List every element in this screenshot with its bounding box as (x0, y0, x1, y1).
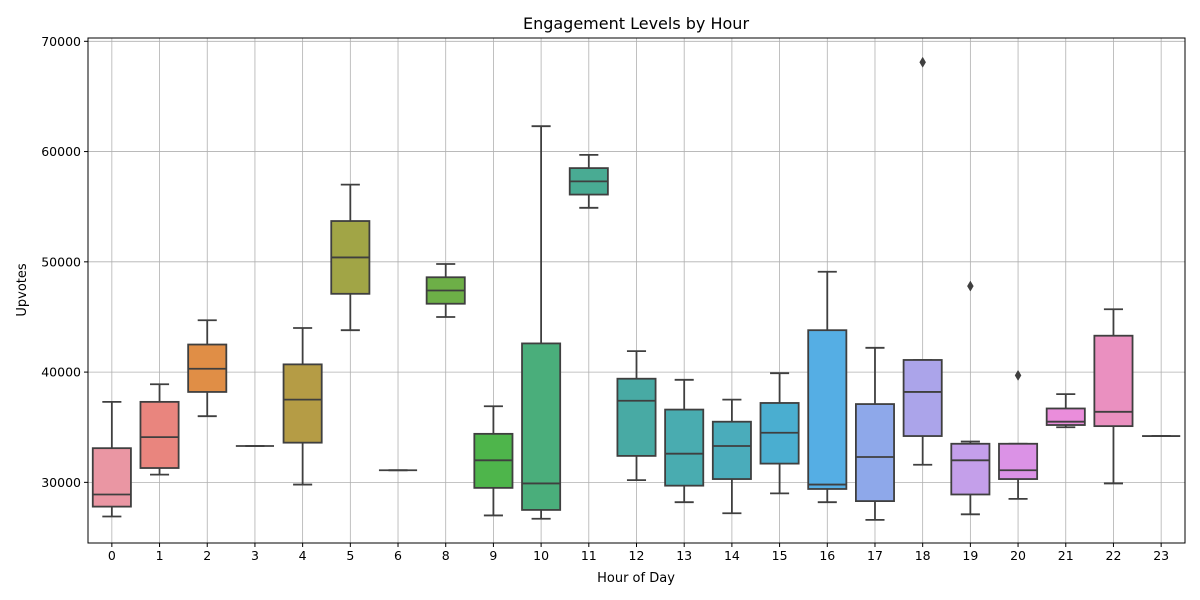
box-group (425, 263, 466, 318)
box-group (950, 280, 991, 516)
x-tick-label: 12 (629, 548, 645, 563)
box-group (998, 369, 1039, 500)
y-tick-label: 50000 (41, 254, 81, 269)
outlier-point (919, 56, 926, 68)
box-group (1045, 393, 1086, 429)
plot-frame (87, 37, 1186, 544)
x-tick-label: 20 (1010, 548, 1026, 563)
x-tick-label: 22 (1106, 548, 1122, 563)
box-iqr (950, 442, 991, 496)
x-tick-label: 21 (1058, 548, 1074, 563)
x-tick-label: 11 (581, 548, 597, 563)
outlier-point (967, 280, 974, 292)
x-tick-label: 10 (533, 548, 549, 563)
box-group (664, 378, 705, 504)
x-tick-label: 5 (346, 548, 354, 563)
x-tick-label: 14 (724, 548, 740, 563)
box-group (855, 346, 895, 521)
box-iqr (664, 408, 705, 487)
x-tick-label: 17 (867, 548, 883, 563)
box-group (568, 153, 609, 209)
x-tick-label: 16 (819, 548, 835, 563)
chart-title: Engagement Levels by Hour (523, 14, 749, 33)
box-iqr (902, 359, 943, 437)
box-group (282, 327, 323, 486)
box-iqr (807, 329, 848, 490)
y-tick-label: 60000 (41, 144, 81, 159)
x-tick-label: 13 (676, 548, 692, 563)
x-tick-label: 9 (489, 548, 497, 563)
x-tick-label: 1 (156, 548, 164, 563)
box-group (711, 398, 752, 515)
box-iqr (711, 420, 752, 480)
y-tick-label: 40000 (41, 365, 81, 380)
x-tick-label: 18 (915, 548, 931, 563)
box-group (759, 372, 800, 495)
box-iqr (998, 442, 1039, 480)
x-tick-label: 0 (108, 548, 116, 563)
box-iqr (521, 342, 562, 511)
x-tick-label: 8 (442, 548, 450, 563)
box-group (1093, 308, 1134, 485)
box-group (521, 125, 562, 520)
y-tick-label: 30000 (41, 475, 81, 490)
box-iqr (616, 377, 657, 457)
box-iqr (855, 403, 895, 503)
boxes-layer (91, 56, 1181, 521)
x-tick-label: 3 (251, 548, 259, 563)
box-group (807, 270, 848, 504)
x-axis-label: Hour of Day (597, 571, 675, 586)
box-group (187, 319, 228, 418)
box-iqr (91, 447, 132, 508)
box-group (616, 350, 657, 482)
x-tick-label: 15 (772, 548, 788, 563)
x-tick-label: 4 (299, 548, 307, 563)
outlier-point (1014, 369, 1022, 381)
ticks-layer: 0 1 2 3 4 5 6 8 9 10 11 12 13 14 15 16 17 18 19 20 21 22 23300… (41, 34, 1169, 563)
box-iqr (139, 400, 180, 469)
box-group (330, 183, 371, 332)
x-tick-label: 23 (1153, 548, 1169, 563)
x-tick-label: 6 (394, 548, 402, 563)
box-group (473, 405, 514, 517)
x-tick-label: 19 (962, 548, 978, 563)
box-group (139, 383, 180, 476)
box-group (91, 400, 132, 518)
y-axis-label: Upvotes (15, 263, 30, 317)
y-tick-label: 70000 (41, 34, 81, 49)
box-group (902, 56, 943, 466)
box-iqr (282, 363, 323, 444)
x-tick-label: 2 (203, 548, 211, 563)
